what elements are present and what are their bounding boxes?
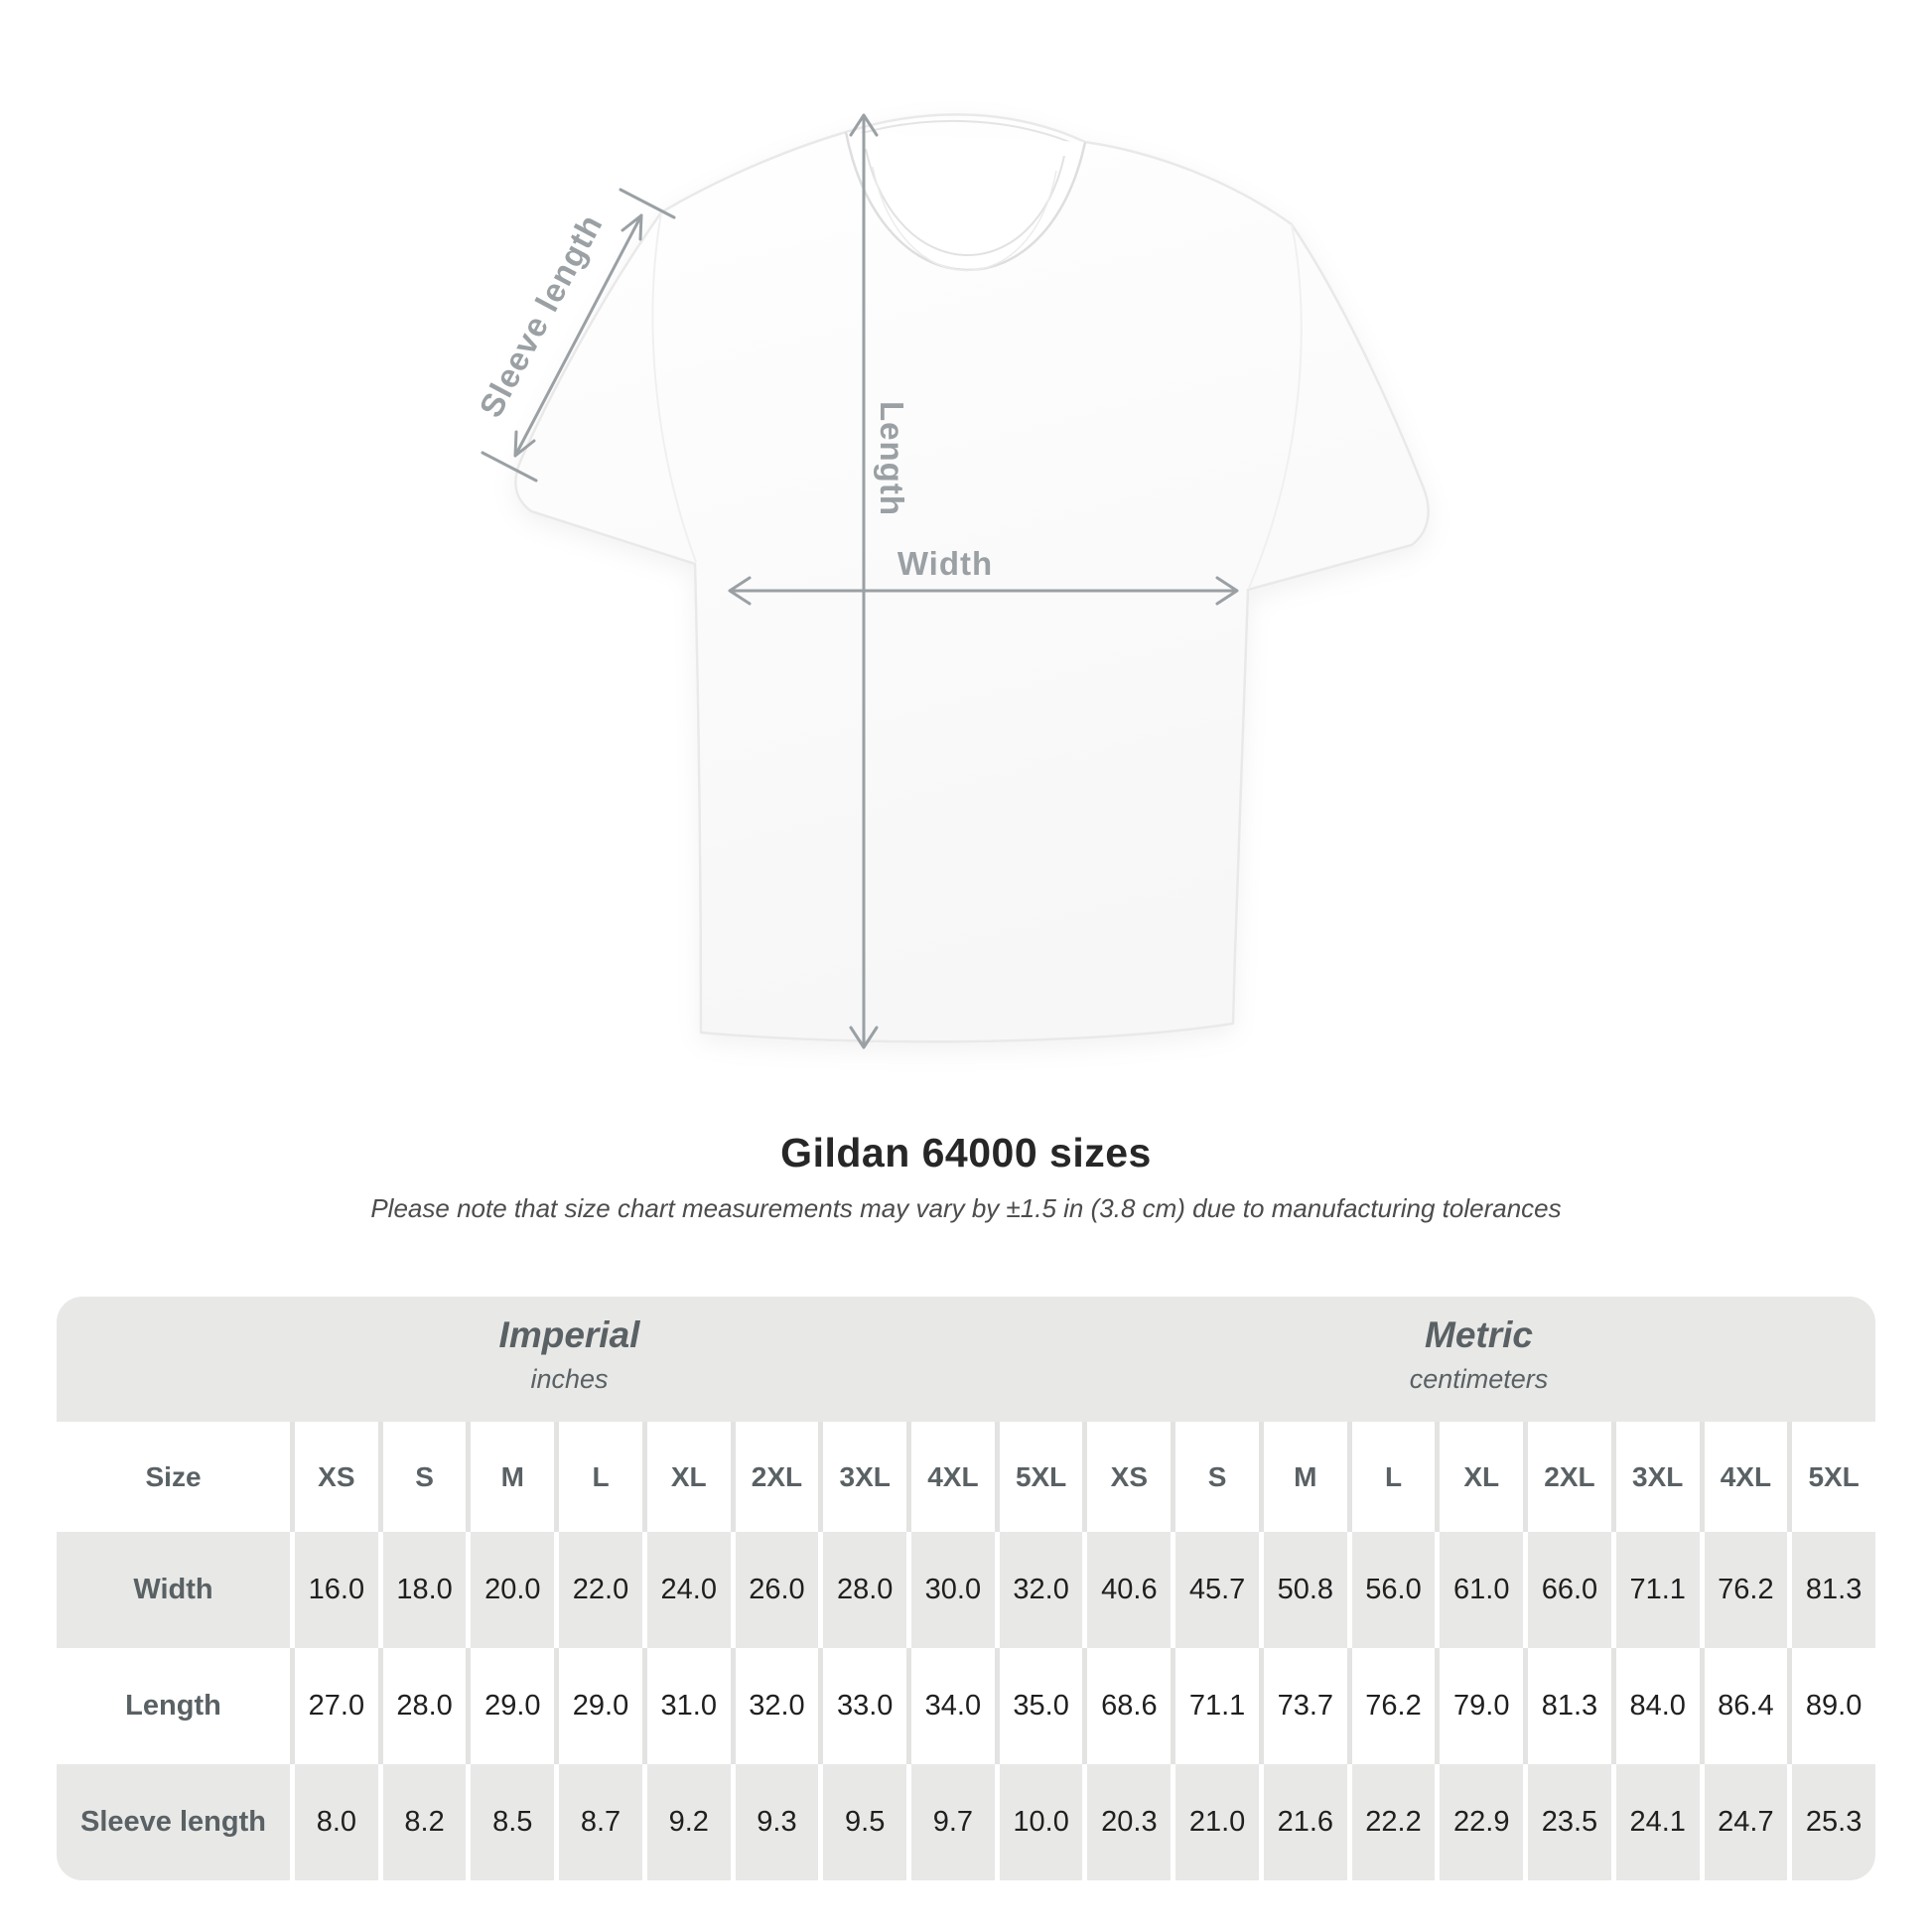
size-header-metric-4xl: 4XL [1699, 1422, 1788, 1532]
value-cell-metric: 61.0 [1435, 1532, 1524, 1648]
value-cell-metric: 71.1 [1610, 1532, 1700, 1648]
value-cell-metric: 23.5 [1523, 1764, 1611, 1880]
value-cell-imperial: 9.7 [906, 1764, 995, 1880]
page-title: Gildan 64000 sizes [780, 1130, 1152, 1175]
size-header-imperial-l: L [554, 1422, 642, 1532]
size-column-header: Size [57, 1422, 290, 1532]
imperial-group-header: Imperial inches [57, 1297, 1082, 1422]
unit-group-header-row: Imperial inches Metric centimeters [57, 1297, 1875, 1422]
value-cell-imperial: 28.0 [818, 1532, 907, 1648]
size-grid: Size XS S M L XL 2XL 3XL 4XL 5XL XS S M L XL 2XL 3XL 4XL 5… [57, 1422, 1875, 1880]
value-cell-imperial: 31.0 [641, 1648, 731, 1764]
value-cell-metric: 81.3 [1787, 1532, 1875, 1648]
value-cell-metric: 20.3 [1082, 1764, 1172, 1880]
value-cell-metric: 76.2 [1699, 1532, 1788, 1648]
size-header-imperial-s: S [377, 1422, 467, 1532]
value-cell-metric: 24.7 [1699, 1764, 1788, 1880]
value-cell-metric: 79.0 [1435, 1648, 1524, 1764]
imperial-group-title: Imperial [498, 1313, 640, 1355]
tshirt-image [481, 113, 1430, 1049]
row-label: Length [57, 1648, 290, 1764]
value-cell-metric: 76.2 [1346, 1648, 1436, 1764]
size-header-imperial-3xl: 3XL [818, 1422, 907, 1532]
value-cell-metric: 24.1 [1610, 1764, 1700, 1880]
size-header-metric-s: S [1171, 1422, 1259, 1532]
value-cell-metric: 68.6 [1082, 1648, 1172, 1764]
sleeve-length-dimension-arrow [481, 188, 676, 483]
metric-group-header: Metric centimeters [1082, 1297, 1875, 1422]
size-chart-table: Imperial inches Metric centimeters Size X… [57, 1297, 1875, 1880]
value-cell-metric: 73.7 [1258, 1648, 1347, 1764]
size-header-imperial-2xl: 2XL [730, 1422, 819, 1532]
width-dimension-label: Width [897, 545, 994, 582]
value-cell-imperial: 20.0 [466, 1532, 555, 1648]
value-cell-imperial: 26.0 [730, 1532, 819, 1648]
size-header-metric-2xl: 2XL [1523, 1422, 1611, 1532]
metric-group-subtitle: centimeters [1409, 1363, 1549, 1394]
row-label: Sleeve length [57, 1764, 290, 1880]
value-cell-metric: 84.0 [1610, 1648, 1700, 1764]
size-header-metric-xl: XL [1435, 1422, 1524, 1532]
value-cell-imperial: 8.5 [466, 1764, 555, 1880]
value-cell-metric: 86.4 [1699, 1648, 1788, 1764]
size-header-metric-l: L [1346, 1422, 1436, 1532]
value-cell-metric: 89.0 [1787, 1648, 1875, 1764]
tshirt-size-diagram: Sleeve length Length Width [472, 113, 1430, 1049]
value-cell-imperial: 9.5 [818, 1764, 907, 1880]
value-cell-metric: 56.0 [1346, 1532, 1436, 1648]
row-label: Width [57, 1532, 290, 1648]
value-cell-imperial: 9.3 [730, 1764, 819, 1880]
value-cell-metric: 81.3 [1523, 1648, 1611, 1764]
size-header-imperial-xl: XL [641, 1422, 731, 1532]
value-cell-metric: 21.6 [1258, 1764, 1347, 1880]
size-header-metric-xs: XS [1082, 1422, 1172, 1532]
size-header-imperial-m: M [466, 1422, 555, 1532]
value-cell-imperial: 33.0 [818, 1648, 907, 1764]
length-dimension-label: Length [874, 401, 910, 516]
size-header-metric-3xl: 3XL [1610, 1422, 1700, 1532]
value-cell-imperial: 28.0 [377, 1648, 467, 1764]
value-cell-imperial: 8.2 [377, 1764, 467, 1880]
size-header-imperial-xs: XS [290, 1422, 378, 1532]
value-cell-imperial: 9.2 [641, 1764, 731, 1880]
tshirt-shape [514, 113, 1430, 1043]
value-cell-imperial: 22.0 [554, 1532, 642, 1648]
value-cell-imperial: 10.0 [994, 1764, 1083, 1880]
value-cell-imperial: 8.7 [554, 1764, 642, 1880]
value-cell-metric: 22.2 [1346, 1764, 1436, 1880]
tshirt-collar [844, 119, 1087, 272]
value-cell-metric: 66.0 [1523, 1532, 1611, 1648]
value-cell-imperial: 32.0 [994, 1532, 1083, 1648]
metric-group-title: Metric [1425, 1313, 1533, 1355]
size-header-metric-m: M [1258, 1422, 1347, 1532]
value-cell-imperial: 34.0 [906, 1648, 995, 1764]
value-cell-metric: 50.8 [1258, 1532, 1347, 1648]
value-cell-metric: 22.9 [1435, 1764, 1524, 1880]
value-cell-imperial: 29.0 [466, 1648, 555, 1764]
value-cell-metric: 21.0 [1171, 1764, 1259, 1880]
value-cell-imperial: 35.0 [994, 1648, 1083, 1764]
value-cell-imperial: 8.0 [290, 1764, 378, 1880]
imperial-group-subtitle: inches [530, 1363, 609, 1394]
value-cell-imperial: 18.0 [377, 1532, 467, 1648]
value-cell-metric: 71.1 [1171, 1648, 1259, 1764]
value-cell-imperial: 29.0 [554, 1648, 642, 1764]
width-dimension-arrow [728, 576, 1239, 606]
value-cell-imperial: 30.0 [906, 1532, 995, 1648]
value-cell-metric: 40.6 [1082, 1532, 1172, 1648]
length-dimension-arrow [849, 113, 879, 1049]
value-cell-imperial: 32.0 [730, 1648, 819, 1764]
size-header-imperial-5xl: 5XL [994, 1422, 1083, 1532]
value-cell-imperial: 27.0 [290, 1648, 378, 1764]
tolerance-note: Please note that size chart measurements… [370, 1193, 1562, 1223]
size-header-imperial-4xl: 4XL [906, 1422, 995, 1532]
size-header-metric-5xl: 5XL [1787, 1422, 1875, 1532]
value-cell-imperial: 16.0 [290, 1532, 378, 1648]
value-cell-metric: 25.3 [1787, 1764, 1875, 1880]
value-cell-metric: 45.7 [1171, 1532, 1259, 1648]
value-cell-imperial: 24.0 [641, 1532, 731, 1648]
